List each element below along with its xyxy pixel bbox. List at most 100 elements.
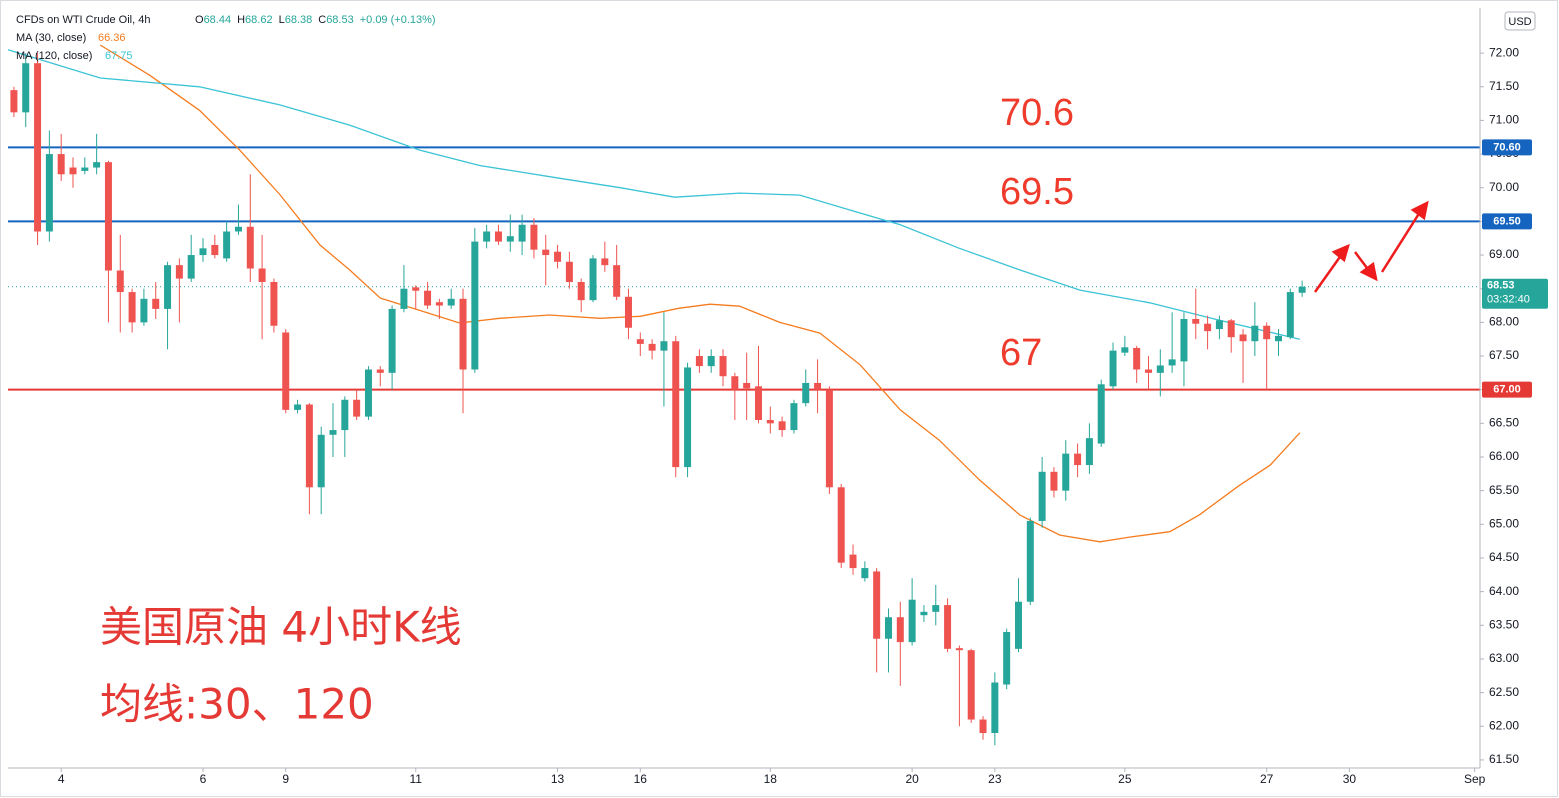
candle-body [660,341,668,351]
candle-body [542,249,550,256]
candle-body [175,265,183,279]
candle-body [140,298,148,323]
legend-value: 68.62 [245,14,273,26]
currency-badge [1504,11,1536,31]
candle-body [1215,320,1223,330]
candle-body [518,224,526,242]
ohlc-legend: O68.44 H68.62 L68.38 C68.53 +0.09 (+0.13%) [195,14,436,26]
candle-body [1227,320,1235,338]
y-tick-label: 69.00 [1489,247,1519,261]
candle-body [1274,335,1282,342]
arrow-head [1331,243,1350,263]
candle-body [459,298,467,370]
legend-change: +0.09 (+0.13%) [360,14,436,26]
legend-name: MA (30, close) [16,32,86,44]
candle-body [1251,325,1259,342]
candle-body [1038,471,1046,521]
candle-body [1298,286,1306,293]
y-tick-label: 64.00 [1489,584,1519,598]
candle-body [424,290,432,306]
legend-value: 67.75 [105,50,133,62]
candle-body [187,255,195,279]
candle-body [388,308,396,373]
candle-body [10,90,18,113]
candle-body [258,268,266,282]
x-tick-label: 6 [200,772,207,786]
y-tick-label: 62.00 [1489,718,1519,732]
candle-body [1286,292,1294,338]
y-tick-label: 63.50 [1489,617,1519,631]
candle-body [1074,453,1082,466]
candle-body [979,719,987,733]
candle-body [400,288,408,309]
candle-body [932,605,940,612]
candle-body [152,298,160,309]
candle-body [494,231,502,242]
candle-body [104,162,112,271]
last-price-badge [1482,278,1548,309]
candle-body [920,611,928,616]
candle-body [991,682,999,733]
candle-body [1003,632,1011,685]
chart-note: 美国原油 4小时K线 [100,603,462,652]
candle-body [624,296,632,328]
candle-body [317,434,325,488]
y-tick-label: 63.00 [1489,651,1519,665]
x-tick-label: 11 [410,772,423,786]
candle-body [435,302,443,306]
legend-value: 68.44 [204,14,232,26]
candle-body [554,251,562,262]
candle-body [1144,369,1152,373]
level-annotation: 67 [1000,332,1042,374]
candle-body [530,224,538,250]
candle-body [364,369,372,417]
candle-body [305,404,313,488]
level-badge [1482,213,1532,230]
x-tick-label: 30 [1343,772,1357,786]
legend-key: H [237,14,245,26]
candle-body [908,599,916,643]
y-tick-label: 62.50 [1489,685,1519,699]
level-annotation: 69.5 [1000,171,1074,213]
candle-body [837,487,845,563]
candle-body [329,430,337,435]
last-price-label: 68.53 [1487,280,1515,292]
chart-note: 均线:30、120 [100,680,374,729]
candle-body [211,244,219,256]
legend-value: 68.38 [285,14,313,26]
candle-body [246,226,254,269]
candle-body [814,382,822,390]
candle-body [376,369,384,373]
arrow-head [1359,261,1378,282]
candle-body [128,292,136,323]
level-annotation: 70.6 [1000,92,1074,134]
candle-body [967,650,975,720]
candle-body [754,386,762,420]
candle-body [601,258,609,266]
candle-body [825,389,833,488]
candle-body [884,617,892,639]
candle-body [471,241,479,370]
y-tick-label: 67.50 [1489,348,1519,362]
legend-value: 68.53 [326,14,354,26]
x-tick-label: 13 [551,772,565,786]
candle-body [1168,359,1176,366]
candle-body [695,356,703,367]
candle-body [506,236,514,242]
candle-body [944,605,952,649]
y-tick-label: 68.00 [1489,315,1519,329]
x-tick-label: 9 [282,772,289,786]
y-tick-label: 66.00 [1489,449,1519,463]
level-label: 70.60 [1493,141,1521,153]
level-label: 69.50 [1493,215,1521,227]
x-tick-label: 4 [58,772,65,786]
candle-body [1050,471,1058,491]
candle-body [790,403,798,431]
level-badge [1482,139,1532,156]
x-tick-label: Sep [1464,772,1486,786]
legend-value: 66.36 [98,32,126,44]
candle-body [802,382,810,404]
candle-body [1192,319,1200,324]
candle-body [1239,334,1247,342]
